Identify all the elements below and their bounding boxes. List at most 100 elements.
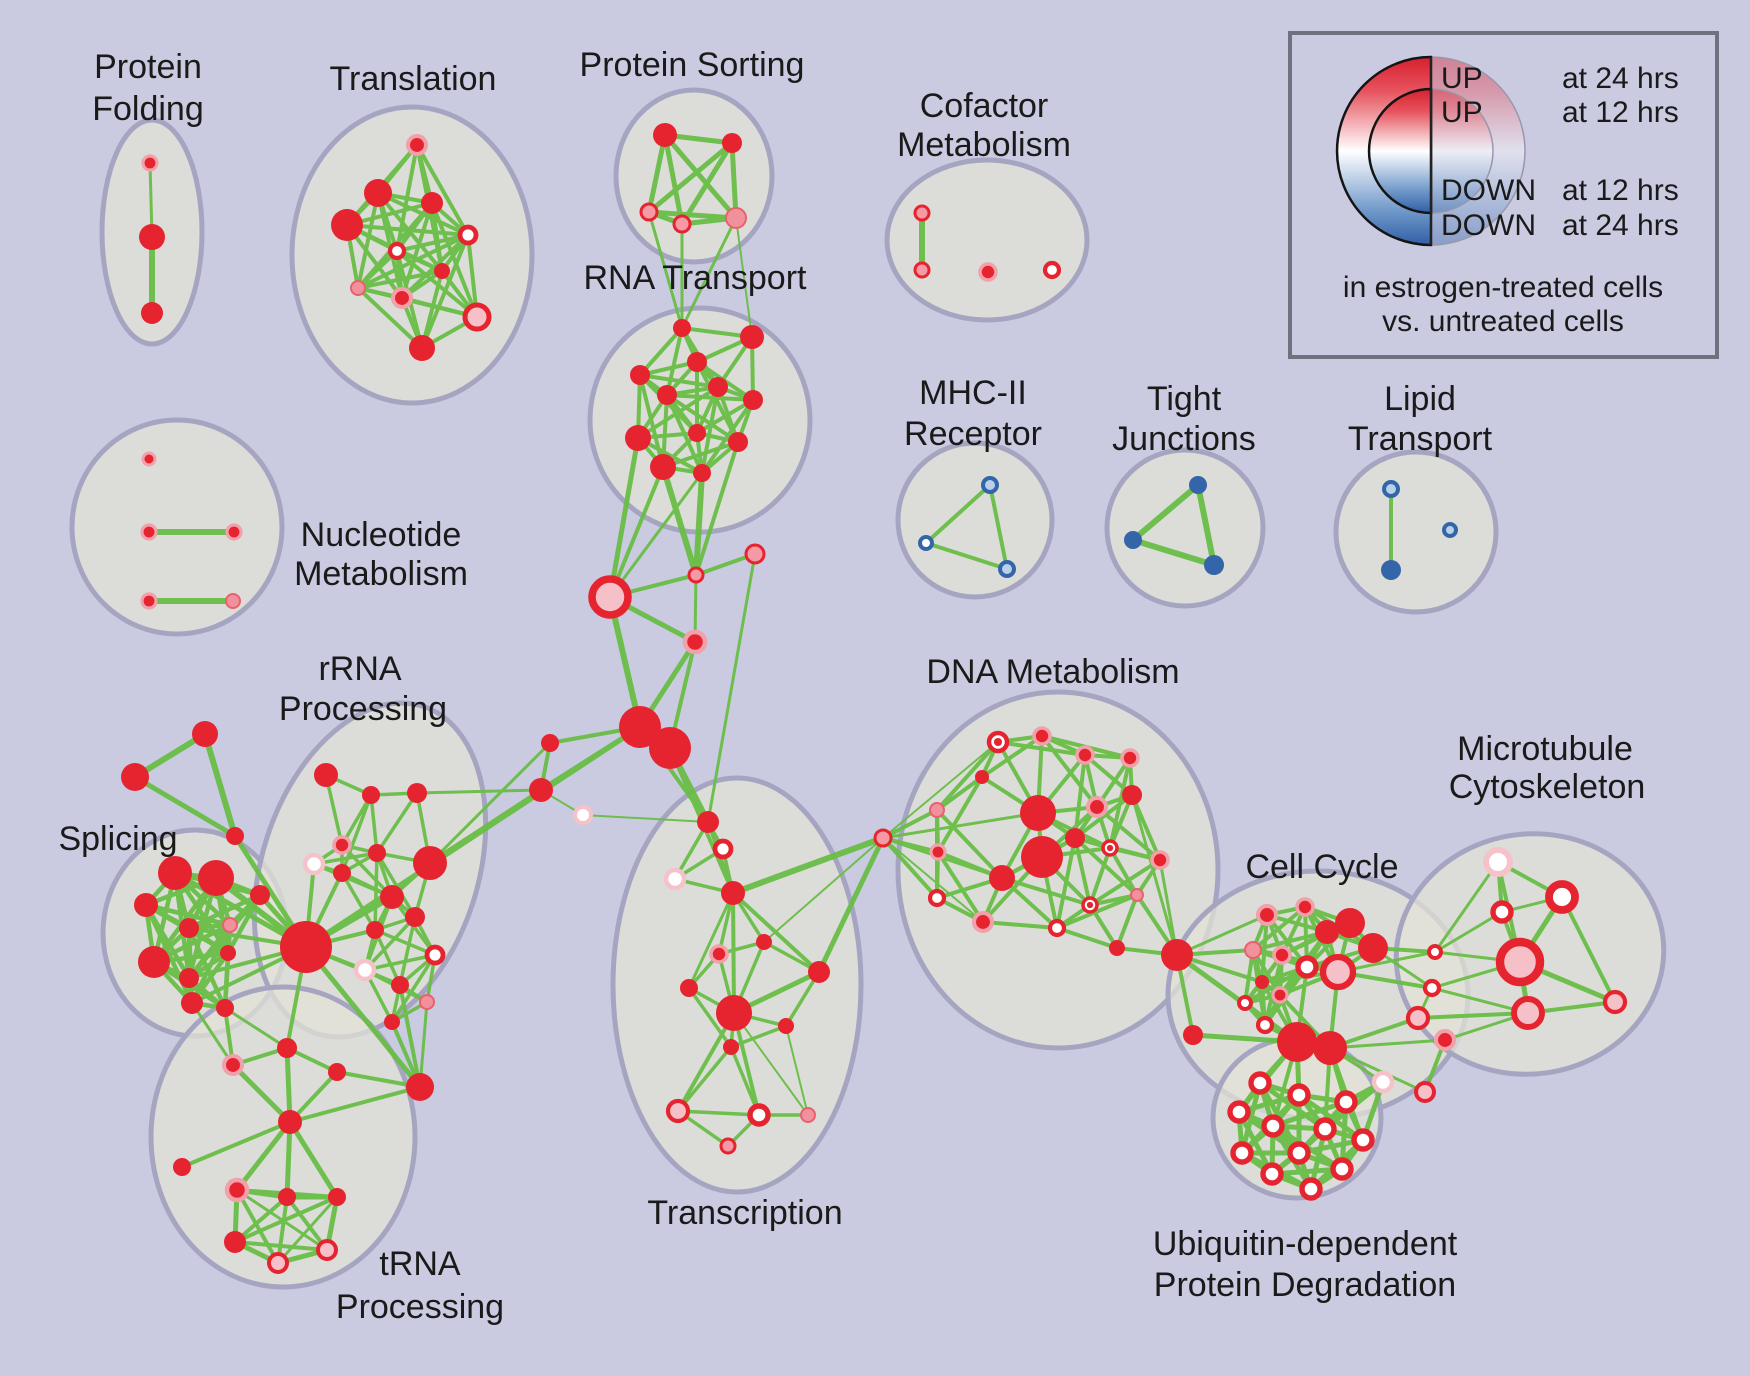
cluster-label-nm-1: Metabolism: [294, 555, 468, 593]
cluster-label-tl-0: Translation: [330, 60, 497, 98]
node-D9: [1122, 785, 1142, 805]
node-S9: [181, 992, 203, 1014]
edge: [303, 944, 423, 1090]
cluster-label-tj-0: Tight: [1147, 380, 1222, 418]
edge: [882, 837, 938, 899]
node-RT4: [657, 385, 677, 405]
edge: [608, 465, 665, 599]
edge: [679, 140, 735, 227]
cluster-label-rt-0: RNA Transport: [584, 259, 808, 297]
legend-caption-1: vs. untreated cells: [1382, 305, 1624, 338]
edge: [1115, 893, 1139, 950]
edge: [356, 191, 380, 290]
node-C2: [978, 262, 998, 282]
node-D17: [1130, 888, 1144, 902]
edge: [1108, 756, 1132, 850]
edge: [607, 594, 643, 730]
edge: [676, 1045, 733, 1113]
edge: [1130, 482, 1201, 543]
node-D24: [1065, 828, 1085, 848]
node-MT4: [1495, 937, 1545, 987]
node-MT1: [1545, 880, 1579, 914]
edge: [398, 983, 422, 1089]
edge: [233, 1195, 289, 1244]
node-T7: [350, 280, 366, 296]
cluster-label-ps-0: Protein Sorting: [580, 46, 805, 84]
cluster-label-mt-1: Cytoskeleton: [1449, 768, 1646, 806]
edge: [676, 1011, 736, 1113]
node-CC12: [1255, 1015, 1275, 1035]
node-TJ0: [1189, 476, 1207, 494]
edge: [676, 1109, 761, 1117]
edge: [235, 1188, 280, 1265]
node-D11-core: [1106, 844, 1114, 852]
edge: [420, 269, 444, 350]
edge: [363, 915, 417, 972]
node-D14: [971, 910, 995, 934]
node-RT9: [728, 432, 748, 452]
edge: [1108, 846, 1139, 897]
node-D15: [1047, 918, 1067, 938]
node-PF0: [141, 154, 159, 172]
legend-row-time-0: at 24 hrs: [1562, 62, 1679, 95]
edge: [356, 286, 424, 350]
node-T9: [462, 302, 492, 332]
node-U0: [1248, 1071, 1272, 1095]
node-CC9: [1255, 975, 1269, 989]
edge: [1055, 926, 1119, 950]
node-TR6: [808, 961, 830, 983]
edge: [1270, 1099, 1349, 1129]
node-S2: [134, 893, 158, 917]
node-TR4: [756, 934, 772, 950]
edge: [356, 269, 444, 290]
legend-row-time-1: at 12 hrs: [1562, 96, 1679, 129]
node-CC0: [1255, 903, 1279, 927]
node-D23: [1183, 1025, 1203, 1045]
edge: [1158, 858, 1179, 957]
node-CC2: [1315, 920, 1339, 944]
node-CC16: [1433, 1028, 1457, 1052]
node-T8: [390, 286, 414, 310]
edge: [186, 892, 263, 981]
cluster-label-tr-0: Transcription: [647, 1194, 842, 1232]
node-TN9: [224, 1231, 246, 1253]
edge: [936, 775, 984, 854]
node-TR7: [680, 979, 698, 997]
edge: [1088, 846, 1112, 907]
edge: [276, 1195, 339, 1265]
edge: [1416, 1011, 1530, 1020]
node-T6: [434, 263, 450, 279]
node-RT11: [693, 464, 711, 482]
cluster-label-lp-0: Lipid: [1384, 380, 1456, 418]
node-D2: [1075, 745, 1095, 765]
node-L1: [1442, 522, 1458, 538]
edge: [1130, 793, 1162, 862]
node-TN11: [267, 1252, 289, 1274]
node-TR12: [747, 1103, 771, 1127]
node-R1: [362, 786, 380, 804]
edge: [638, 373, 720, 389]
node-MT0: [1483, 847, 1513, 877]
edge: [373, 928, 437, 957]
node-D21: [1150, 850, 1170, 870]
edge: [356, 233, 470, 290]
node-R13: [391, 976, 409, 994]
node-G7: [529, 778, 553, 802]
edge: [1130, 537, 1217, 568]
cluster-label-tj-1: Junctions: [1112, 420, 1256, 458]
node-TR1: [712, 838, 734, 860]
node-PF2: [141, 302, 163, 324]
node-D16-core: [1086, 901, 1094, 909]
node-M1: [918, 535, 934, 551]
node-CC11: [1237, 995, 1253, 1011]
node-CC8: [1319, 953, 1357, 991]
node-D4: [929, 802, 945, 818]
node-R2: [407, 783, 427, 803]
edge: [687, 891, 735, 990]
node-N4: [225, 593, 241, 609]
node-CC4: [1358, 933, 1388, 963]
node-U12: [1371, 1070, 1395, 1094]
node-R12: [353, 958, 377, 982]
edge: [731, 891, 736, 1015]
node-G3: [682, 629, 708, 655]
